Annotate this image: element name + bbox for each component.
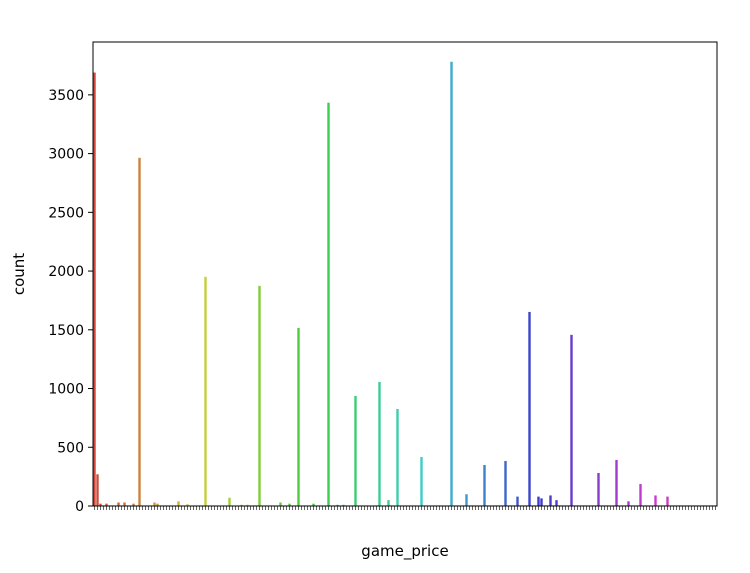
y-tick-label: 1500 bbox=[48, 323, 84, 339]
y-axis-label: count bbox=[10, 253, 28, 295]
bar bbox=[123, 502, 126, 506]
bar bbox=[540, 498, 543, 506]
bar bbox=[246, 504, 249, 506]
bar bbox=[666, 496, 669, 506]
bar bbox=[354, 395, 357, 506]
bar bbox=[288, 503, 291, 506]
bar bbox=[138, 157, 141, 506]
bar bbox=[654, 495, 657, 506]
bar bbox=[465, 494, 468, 506]
bar bbox=[396, 408, 399, 506]
bar bbox=[99, 503, 102, 506]
bar bbox=[240, 504, 243, 506]
bar bbox=[615, 459, 618, 506]
y-tick-label: 2500 bbox=[48, 205, 84, 221]
bar bbox=[96, 474, 99, 506]
y-tick-label: 500 bbox=[57, 440, 84, 456]
x-axis-label: game_price bbox=[361, 542, 448, 561]
bar bbox=[105, 503, 108, 506]
y-tick-label: 2000 bbox=[48, 264, 84, 280]
bar bbox=[297, 327, 300, 506]
y-tick-label: 3000 bbox=[48, 147, 84, 163]
bar bbox=[378, 381, 381, 506]
bar bbox=[597, 472, 600, 506]
y-tick-label: 1000 bbox=[48, 382, 84, 398]
bar bbox=[555, 500, 558, 506]
bar bbox=[279, 502, 282, 506]
bar bbox=[327, 102, 330, 506]
bar bbox=[228, 497, 231, 506]
y-tick-label: 0 bbox=[75, 499, 84, 515]
bar bbox=[549, 495, 552, 506]
bar bbox=[204, 276, 207, 506]
bar bbox=[93, 72, 96, 506]
bar bbox=[450, 61, 453, 507]
bar bbox=[153, 502, 156, 506]
bar bbox=[312, 503, 315, 506]
bar bbox=[537, 496, 540, 506]
bar bbox=[516, 496, 519, 506]
plot-frame bbox=[92, 41, 718, 507]
bar bbox=[528, 311, 531, 506]
bar bbox=[639, 484, 642, 506]
bar bbox=[342, 504, 345, 506]
bar bbox=[156, 503, 159, 506]
bar bbox=[627, 501, 630, 506]
bar bbox=[336, 504, 339, 506]
bar bbox=[387, 500, 390, 506]
bar bbox=[177, 501, 180, 506]
bar bbox=[186, 504, 189, 506]
bar bbox=[483, 465, 486, 506]
bar bbox=[504, 461, 507, 506]
bar bbox=[570, 334, 573, 506]
bar bbox=[117, 502, 120, 506]
bar bbox=[132, 503, 135, 506]
y-tick-label: 3500 bbox=[48, 88, 84, 104]
bar bbox=[258, 285, 261, 506]
bar bbox=[420, 457, 423, 506]
